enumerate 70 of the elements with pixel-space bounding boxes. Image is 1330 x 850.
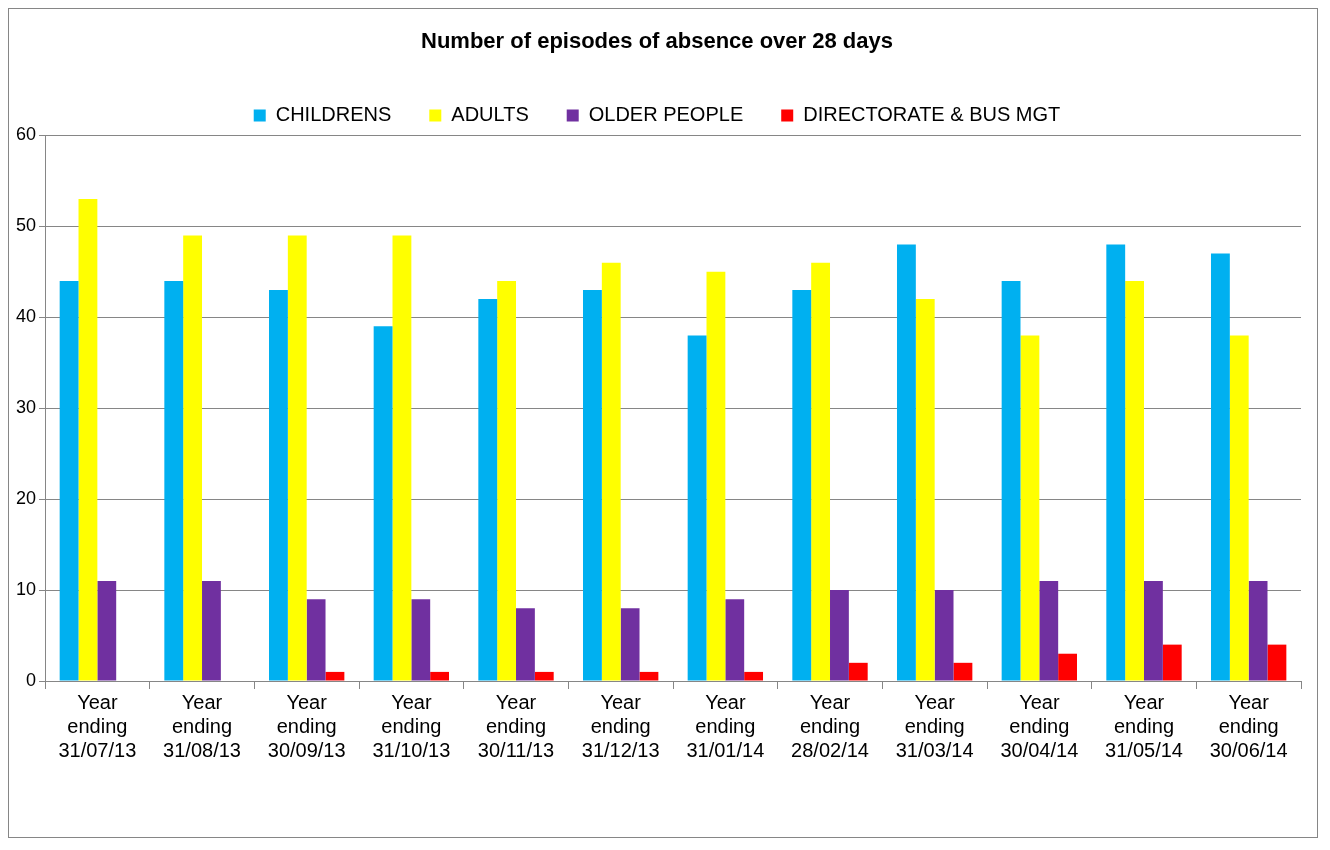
bar <box>896 244 916 681</box>
bar <box>934 590 954 681</box>
bar <box>287 235 307 681</box>
x-tick-label: Year ending 31/10/13 <box>372 690 451 761</box>
bar <box>1125 280 1144 681</box>
bar <box>1248 580 1268 681</box>
x-tick-label: Year ending 31/12/13 <box>581 690 660 761</box>
bar <box>915 299 935 681</box>
bar <box>639 671 659 681</box>
bar <box>516 608 535 681</box>
x-tick-label: Year ending 30/06/14 <box>1209 690 1288 761</box>
x-tick-label: Year ending 30/11/13 <box>477 690 555 761</box>
y-tick-label: 60 <box>15 124 37 145</box>
x-tick-label: Year ending 31/03/14 <box>895 690 974 761</box>
bar <box>269 289 288 681</box>
bar <box>183 235 203 681</box>
bar <box>1039 580 1059 681</box>
x-tick-label: Year ending 31/01/14 <box>686 690 765 761</box>
y-tick-label: 50 <box>15 215 37 236</box>
bar <box>1020 335 1040 681</box>
x-tick-label: Year ending 28/02/14 <box>791 690 869 761</box>
bar <box>706 271 726 681</box>
bar <box>202 580 221 681</box>
x-tick-label: Year ending 30/09/13 <box>267 690 346 761</box>
bar <box>725 599 745 681</box>
y-tick-label: 30 <box>15 397 37 418</box>
bar <box>392 235 412 681</box>
bar <box>59 280 79 681</box>
bar <box>953 662 973 681</box>
y-tick-label: 20 <box>15 488 37 509</box>
legend-label: ADULTS <box>451 102 529 125</box>
bar <box>497 280 517 681</box>
bar <box>534 671 554 681</box>
bar <box>848 662 868 681</box>
bar <box>687 335 707 681</box>
bar <box>620 608 640 681</box>
bar <box>1144 580 1163 681</box>
bar <box>1210 253 1230 681</box>
bar <box>811 262 831 681</box>
chart-title: Number of episodes of absence over 28 days <box>421 28 893 54</box>
bar <box>1267 644 1287 681</box>
bar <box>78 199 98 681</box>
legend-label: OLDER PEOPLE <box>588 102 744 125</box>
bar <box>1106 244 1126 681</box>
x-tick-label: Year ending 31/05/14 <box>1105 690 1183 761</box>
y-tick-label: 40 <box>15 306 37 327</box>
bar <box>744 671 764 681</box>
bar <box>792 289 812 681</box>
bar <box>830 590 849 681</box>
bar <box>306 599 326 681</box>
x-tick-label: Year ending 31/08/13 <box>163 690 241 761</box>
bar <box>430 671 450 681</box>
bar <box>325 671 345 681</box>
bar <box>1229 335 1249 681</box>
y-tick-label: 0 <box>26 669 37 690</box>
bar <box>601 262 621 681</box>
x-tick-label: Year ending 31/07/13 <box>58 690 137 761</box>
legend-label: CHILDRENS <box>275 102 392 125</box>
bar <box>373 326 393 681</box>
legend-label: DIRECTORATE & BUS MGT <box>803 102 1061 125</box>
bar <box>1001 280 1021 681</box>
bar <box>411 599 431 681</box>
bar <box>583 289 602 681</box>
bar <box>1162 644 1182 681</box>
bar <box>97 580 117 681</box>
bar <box>478 299 498 681</box>
bar <box>164 280 184 681</box>
x-tick-label: Year ending 30/04/14 <box>1000 690 1079 761</box>
y-tick-label: 10 <box>15 579 37 600</box>
bar <box>1058 653 1078 681</box>
